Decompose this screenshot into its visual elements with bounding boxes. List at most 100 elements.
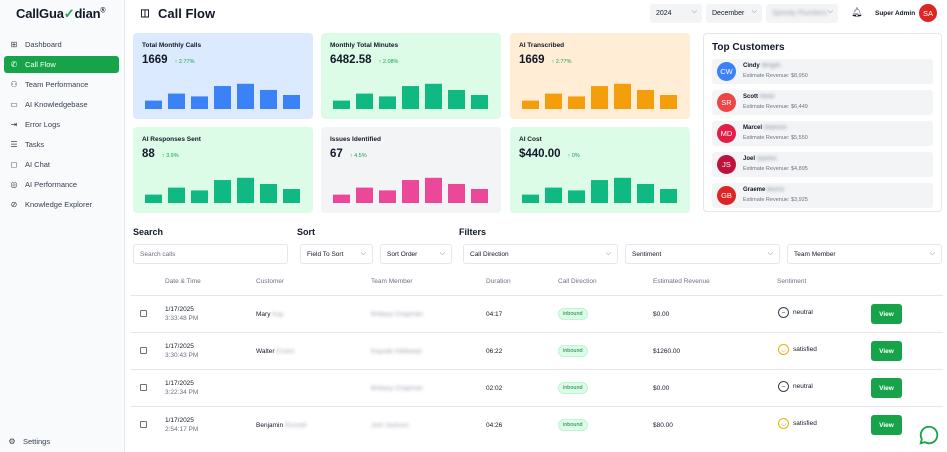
sentiment-filter[interactable]: Sentiment ⌵ xyxy=(625,244,780,264)
view-button[interactable]: View xyxy=(871,304,902,324)
stat-card-ai-transcribed: AI Transcribed 1669 ↑ 2.77% xyxy=(510,33,690,119)
customer-avatar: CW xyxy=(717,62,736,81)
smile-face-icon: ◡ xyxy=(778,418,789,429)
col-team-member[interactable]: Team Member xyxy=(371,278,413,285)
sidebar-item-ai-performance[interactable]: ◎ AI Performance xyxy=(4,176,119,193)
sidebar-item-ai-knowledgebase[interactable]: ▭ AI Knowledgebase xyxy=(4,96,119,113)
col-sentiment[interactable]: Sentiment xyxy=(777,278,807,285)
chart-bar xyxy=(379,96,396,109)
account-select[interactable]: Speedy Plumbers ⌵ xyxy=(766,4,838,23)
customer-name: Graeme Burns xyxy=(743,187,785,193)
chart-bar xyxy=(379,190,396,203)
chart-bar xyxy=(545,187,562,203)
chart-bar xyxy=(145,194,162,203)
stat-card-value: 1669 xyxy=(519,54,545,66)
year-value: 2024 xyxy=(656,10,672,17)
smile-face-icon: ◡ xyxy=(778,344,789,355)
view-button[interactable]: View xyxy=(871,415,902,435)
view-button[interactable]: View xyxy=(871,378,902,398)
chevron-down-icon: ⌵ xyxy=(827,8,833,15)
user-role: Super Admin xyxy=(875,10,916,17)
customer-avatar: SR xyxy=(717,93,736,112)
col-customer[interactable]: Customer xyxy=(256,278,285,285)
customer-avatar: JS xyxy=(717,155,736,174)
row-customer: Mary Kay xyxy=(256,311,284,318)
call-direction-filter[interactable]: Call Direction ⌵ xyxy=(463,244,618,264)
compass-icon: ⊘ xyxy=(10,199,18,209)
customer-item[interactable]: GB Graeme Burns Estimate Revenue: $3,925 xyxy=(712,183,933,208)
chat-bubble-icon[interactable] xyxy=(918,424,940,446)
chevron-down-icon: ⌵ xyxy=(929,250,935,257)
sidebar: CallGua✓dian® ⊞ Dashboard ✆ Call Flow ⚇ Team … xyxy=(0,0,125,452)
customer-avatar: GB xyxy=(717,186,736,205)
sidebar-item-dashboard[interactable]: ⊞ Dashboard xyxy=(4,36,119,53)
target-icon: ◎ xyxy=(10,179,18,189)
brand-logo[interactable]: CallGua✓dian® xyxy=(16,6,106,22)
row-revenue: $1260.00 xyxy=(653,348,681,355)
row-customer: Benjamin Russell xyxy=(256,422,307,429)
stat-card-title: Issues Identified xyxy=(330,136,381,143)
customer-item[interactable]: JS Joel Sparks Estimate Revenue: $4,895 xyxy=(712,152,933,177)
customer-revenue: Estimate Revenue: $6,449 xyxy=(743,104,808,110)
row-duration: 06:22 xyxy=(486,348,503,355)
top-customers-panel: Top Customers CW Cindy Wright Estimate Rev… xyxy=(703,33,942,212)
col-date[interactable]: Date & Time xyxy=(165,278,201,285)
team-member-filter[interactable]: Team Member ⌵ xyxy=(787,244,942,264)
sidebar-item-team-performance[interactable]: ⚇ Team Performance xyxy=(4,76,119,93)
row-duration: 04:17 xyxy=(486,311,503,318)
chart-bar xyxy=(168,187,185,203)
stat-card-bar-chart xyxy=(522,177,677,203)
panel-icon[interactable]: ◫ xyxy=(140,7,150,19)
chart-bar xyxy=(471,95,488,109)
row-direction-badge: inbound xyxy=(558,345,588,357)
row-direction-badge: inbound xyxy=(558,308,588,320)
col-duration[interactable]: Duration xyxy=(486,278,511,285)
sort-field-value: Field To Sort xyxy=(307,250,344,258)
sort-order-select[interactable]: Sort Order ⌵ xyxy=(380,244,452,264)
row-datetime: 1/17/2025 2:54:17 PM xyxy=(165,417,199,433)
view-button[interactable]: View xyxy=(871,341,902,361)
chevron-down-icon: ⌵ xyxy=(360,250,366,257)
search-input[interactable]: Search calls xyxy=(133,244,288,264)
customer-item[interactable]: SR Scott Reed Estimate Revenue: $6,449 xyxy=(712,90,933,115)
table-row: 1/17/2025 3:30:43 PM Walter Evans Kayode Ad… xyxy=(130,332,943,369)
customer-name: Scott Reed xyxy=(743,94,775,100)
stat-card-monthly-total-minutes: Monthly Total Minutes 6482.58 ↑ 2.08% xyxy=(321,33,501,119)
chart-bar xyxy=(614,177,631,203)
col-call-direction[interactable]: Call Direction xyxy=(558,278,597,285)
top-customers-title: Top Customers xyxy=(712,42,785,53)
stat-card-bar-chart xyxy=(522,83,677,109)
grid-icon: ⊞ xyxy=(10,39,18,49)
sidebar-item-knowledge-explorer[interactable]: ⊘ Knowledge Explorer xyxy=(4,196,119,213)
stat-card-value: $440.00 xyxy=(519,148,561,160)
sidebar-item-tasks[interactable]: ☰ Tasks xyxy=(4,136,119,153)
sidebar-item-ai-chat[interactable]: ◻ AI Chat xyxy=(4,156,119,173)
customer-item[interactable]: CW Cindy Wright Estimate Revenue: $8,950 xyxy=(712,59,933,84)
sidebar-item-call-flow[interactable]: ✆ Call Flow xyxy=(4,56,119,73)
row-checkbox[interactable] xyxy=(140,421,147,428)
settings-link[interactable]: ⚙ Settings xyxy=(8,437,50,446)
stat-card-ai-responses-sent: AI Responses Sent 88 ↑ 3.9% xyxy=(133,127,313,213)
stat-card-change: ↑ 2.77% xyxy=(174,59,195,65)
sort-field-select[interactable]: Field To Sort ⌵ xyxy=(300,244,373,264)
sidebar-item-error-logs[interactable]: ⇥ Error Logs xyxy=(4,116,119,133)
chart-bar xyxy=(522,194,539,203)
user-avatar[interactable]: SA xyxy=(919,4,937,22)
chart-bar xyxy=(660,95,677,109)
row-checkbox[interactable] xyxy=(140,310,147,317)
stat-card-value-row: 67 ↑ 4.5% xyxy=(330,148,492,160)
chart-bar xyxy=(522,100,539,109)
top-customers-list: CW Cindy Wright Estimate Revenue: $8,950 SR… xyxy=(712,59,933,208)
month-select[interactable]: December ⌵ xyxy=(706,4,762,23)
sidebar-item-label: Knowledge Explorer xyxy=(25,200,93,209)
row-checkbox[interactable] xyxy=(140,347,147,354)
customer-item[interactable]: MD Marcel Dawson Estimate Revenue: $5,550 xyxy=(712,121,933,146)
stat-card-change: ↑ 0% xyxy=(567,153,580,159)
stat-card-bar-chart xyxy=(145,83,300,109)
row-datetime: 1/17/2025 3:22:34 PM xyxy=(165,380,199,396)
col-estimated-revenue[interactable]: Estimated Revenue xyxy=(653,278,710,285)
row-checkbox[interactable] xyxy=(140,384,147,391)
stat-card-change: ↑ 2.08% xyxy=(378,59,399,65)
bell-icon[interactable]: 🔔︎ xyxy=(851,7,863,17)
year-select[interactable]: 2024 ⌵ xyxy=(650,4,702,23)
